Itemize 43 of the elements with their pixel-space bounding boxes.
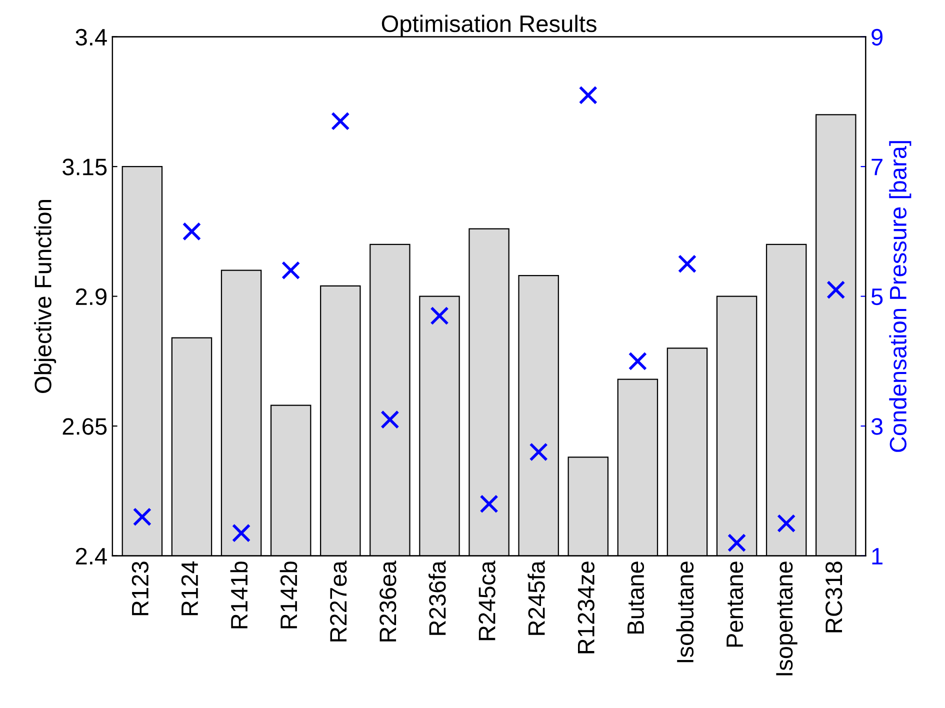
y2-tick-label: 7 [872,158,882,176]
x-tick-label: R245ca [478,560,496,640]
x-tick-label: Isopentane [776,562,798,676]
x-tick-label: R236fa [428,560,446,635]
x-tick-label: R141b [230,562,248,628]
x-tick-label: Butane [628,562,644,634]
point [727,534,746,552]
x-tick-label: R245fa [528,560,545,635]
point [132,508,152,526]
point [529,442,548,462]
y2-axis-title: Condensation Pressure [bara] [889,141,912,452]
x-tick-label: RC318 [826,562,842,632]
point [380,410,400,429]
point [480,494,498,514]
y-tick-label: 2.65 [62,418,107,435]
y-tick-label: 3.15 [62,158,107,176]
y-axis-title: Objective Function [34,200,56,393]
point [282,261,300,280]
point [777,514,796,533]
x-tick-label: Isobutane [676,562,694,662]
point [678,254,697,274]
y2-tick-label: 3 [871,418,883,435]
x-tick-label: R123 [132,562,149,616]
y2-tick-label: 1 [872,548,882,564]
point [578,86,598,105]
point [182,222,202,241]
y2-tick-label: 9 [872,28,882,46]
x-tick-label: Pentane [726,562,744,647]
point [430,306,449,326]
x-tick-label: R236ea [380,560,396,642]
x-tick-label: R142b [280,562,298,628]
point [331,112,350,130]
y2-tick-label: 5 [871,288,883,306]
point [628,352,647,370]
x-tick-label: R124 [181,561,198,616]
x-tick-label: R227ea [330,560,347,642]
x-tick-label: R1234ze [578,562,594,654]
y-tick-label: 2.9 [76,288,106,306]
chart-title: Optimisation Results [382,14,596,37]
point [826,280,846,300]
y-tick-label: 2.4 [76,548,107,564]
point [232,524,251,542]
y-tick-label: 3.4 [76,28,107,46]
